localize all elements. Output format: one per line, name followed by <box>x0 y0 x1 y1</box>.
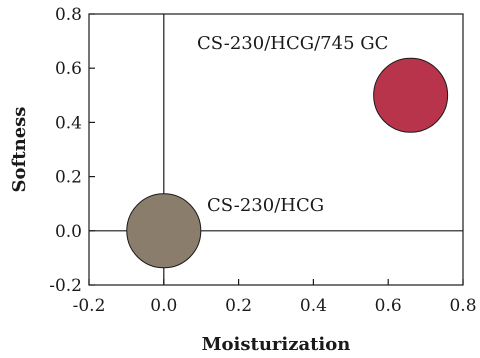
y-tick-label: 0.4 <box>55 113 82 133</box>
y-tick-label: 0.0 <box>55 222 82 242</box>
y-tick-label: 0.6 <box>55 59 82 79</box>
y-tick-label: 0.2 <box>55 168 82 188</box>
x-tick-label: 0.8 <box>449 296 476 316</box>
x-axis-ticks: -0.2 0.0 0.2 0.4 0.6 0.8 <box>73 279 477 316</box>
x-tick-label: 0.0 <box>150 296 177 316</box>
y-tick-label: -0.2 <box>49 276 82 296</box>
x-tick-label: 0.2 <box>225 296 252 316</box>
bubble-annotations: CS-230/HCG CS-230/HCG/745 GC <box>197 33 388 216</box>
plot-frame <box>88 13 464 286</box>
bubble <box>373 57 449 133</box>
annotation-label: CS-230/HCG/745 GC <box>197 33 388 54</box>
x-tick-label: 0.6 <box>375 296 402 316</box>
x-tick-label: -0.2 <box>73 296 106 316</box>
x-tick-label: 0.4 <box>300 296 327 316</box>
y-tick-label: 0.8 <box>55 5 82 25</box>
x-axis-title: Moisturization <box>202 334 351 355</box>
annotation-label: CS-230/HCG <box>207 195 324 216</box>
y-axis-ticks: -0.2 0.0 0.2 0.4 0.6 0.8 <box>49 5 95 296</box>
bubble <box>126 193 202 269</box>
y-axis-title: Softness <box>9 107 30 193</box>
bubbles <box>126 57 449 269</box>
